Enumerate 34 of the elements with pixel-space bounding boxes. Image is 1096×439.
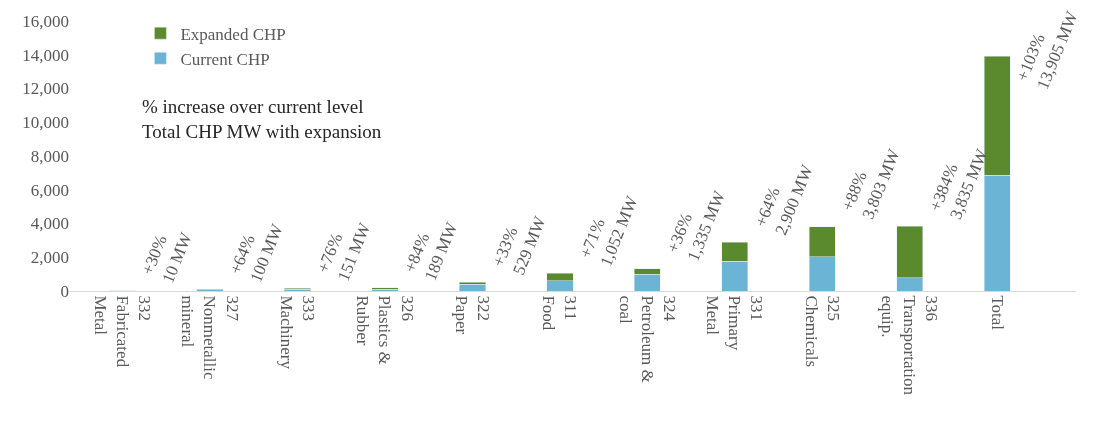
total-label: +88% 3,803 MW (837, 145, 904, 222)
y-tick-label: 0 (60, 281, 69, 301)
x-tick-label: 311 Food (539, 295, 581, 331)
x-tick-label: 332 Fabricated Metal (90, 295, 155, 368)
total-label: +36% 1,335 MW (663, 187, 730, 264)
x-tick-label: 324 Petroleum & coal (615, 295, 679, 383)
x-tick-label: 325 Chemicals (801, 295, 843, 368)
legend-label: Current CHP (180, 49, 270, 69)
total-label: +76% 151 MW (313, 219, 375, 284)
x-tick-label: 322 Paper (451, 295, 493, 335)
x-tick-label: 327 Nonmetallic mineral (178, 295, 242, 380)
total-label: +33% 529 MW (488, 212, 550, 278)
x-tick-label: 326 Plastics & Rubber (353, 295, 417, 365)
y-tick-label: 14,000 (22, 45, 69, 65)
total-label: +84% 189 MW (400, 218, 462, 284)
y-tick-label: 4,000 (30, 214, 69, 234)
legend-label: Expanded CHP (180, 24, 286, 44)
x-tick-label: 333 Machinery (276, 295, 318, 370)
total-label: +71% 1,052 MW (575, 192, 642, 269)
y-tick-label: 10,000 (22, 113, 69, 133)
total-label: +384% 3,835 MW (925, 145, 992, 222)
annotation: % increase over current level Total CHP MW with expansion (142, 96, 382, 142)
x-tick-label: Total (987, 295, 1007, 331)
total-label: +30% 10 MW (137, 229, 196, 286)
x-tick-label: 331 Primary Metal (703, 295, 767, 351)
y-tick-label: 12,000 (22, 79, 69, 99)
y-tick-label: 2,000 (30, 248, 69, 268)
y-tick-label: 16,000 (22, 11, 69, 31)
x-tick-label: 336 Transportation equip. (878, 295, 942, 396)
total-label: +103% 13,905 MW (1012, 7, 1082, 92)
total-label: +64% 2,900 MW (750, 161, 818, 238)
y-tick-label: 8,000 (30, 146, 69, 166)
total-label: +64% 100 MW (225, 220, 288, 286)
y-tick-label: 6,000 (30, 180, 69, 200)
